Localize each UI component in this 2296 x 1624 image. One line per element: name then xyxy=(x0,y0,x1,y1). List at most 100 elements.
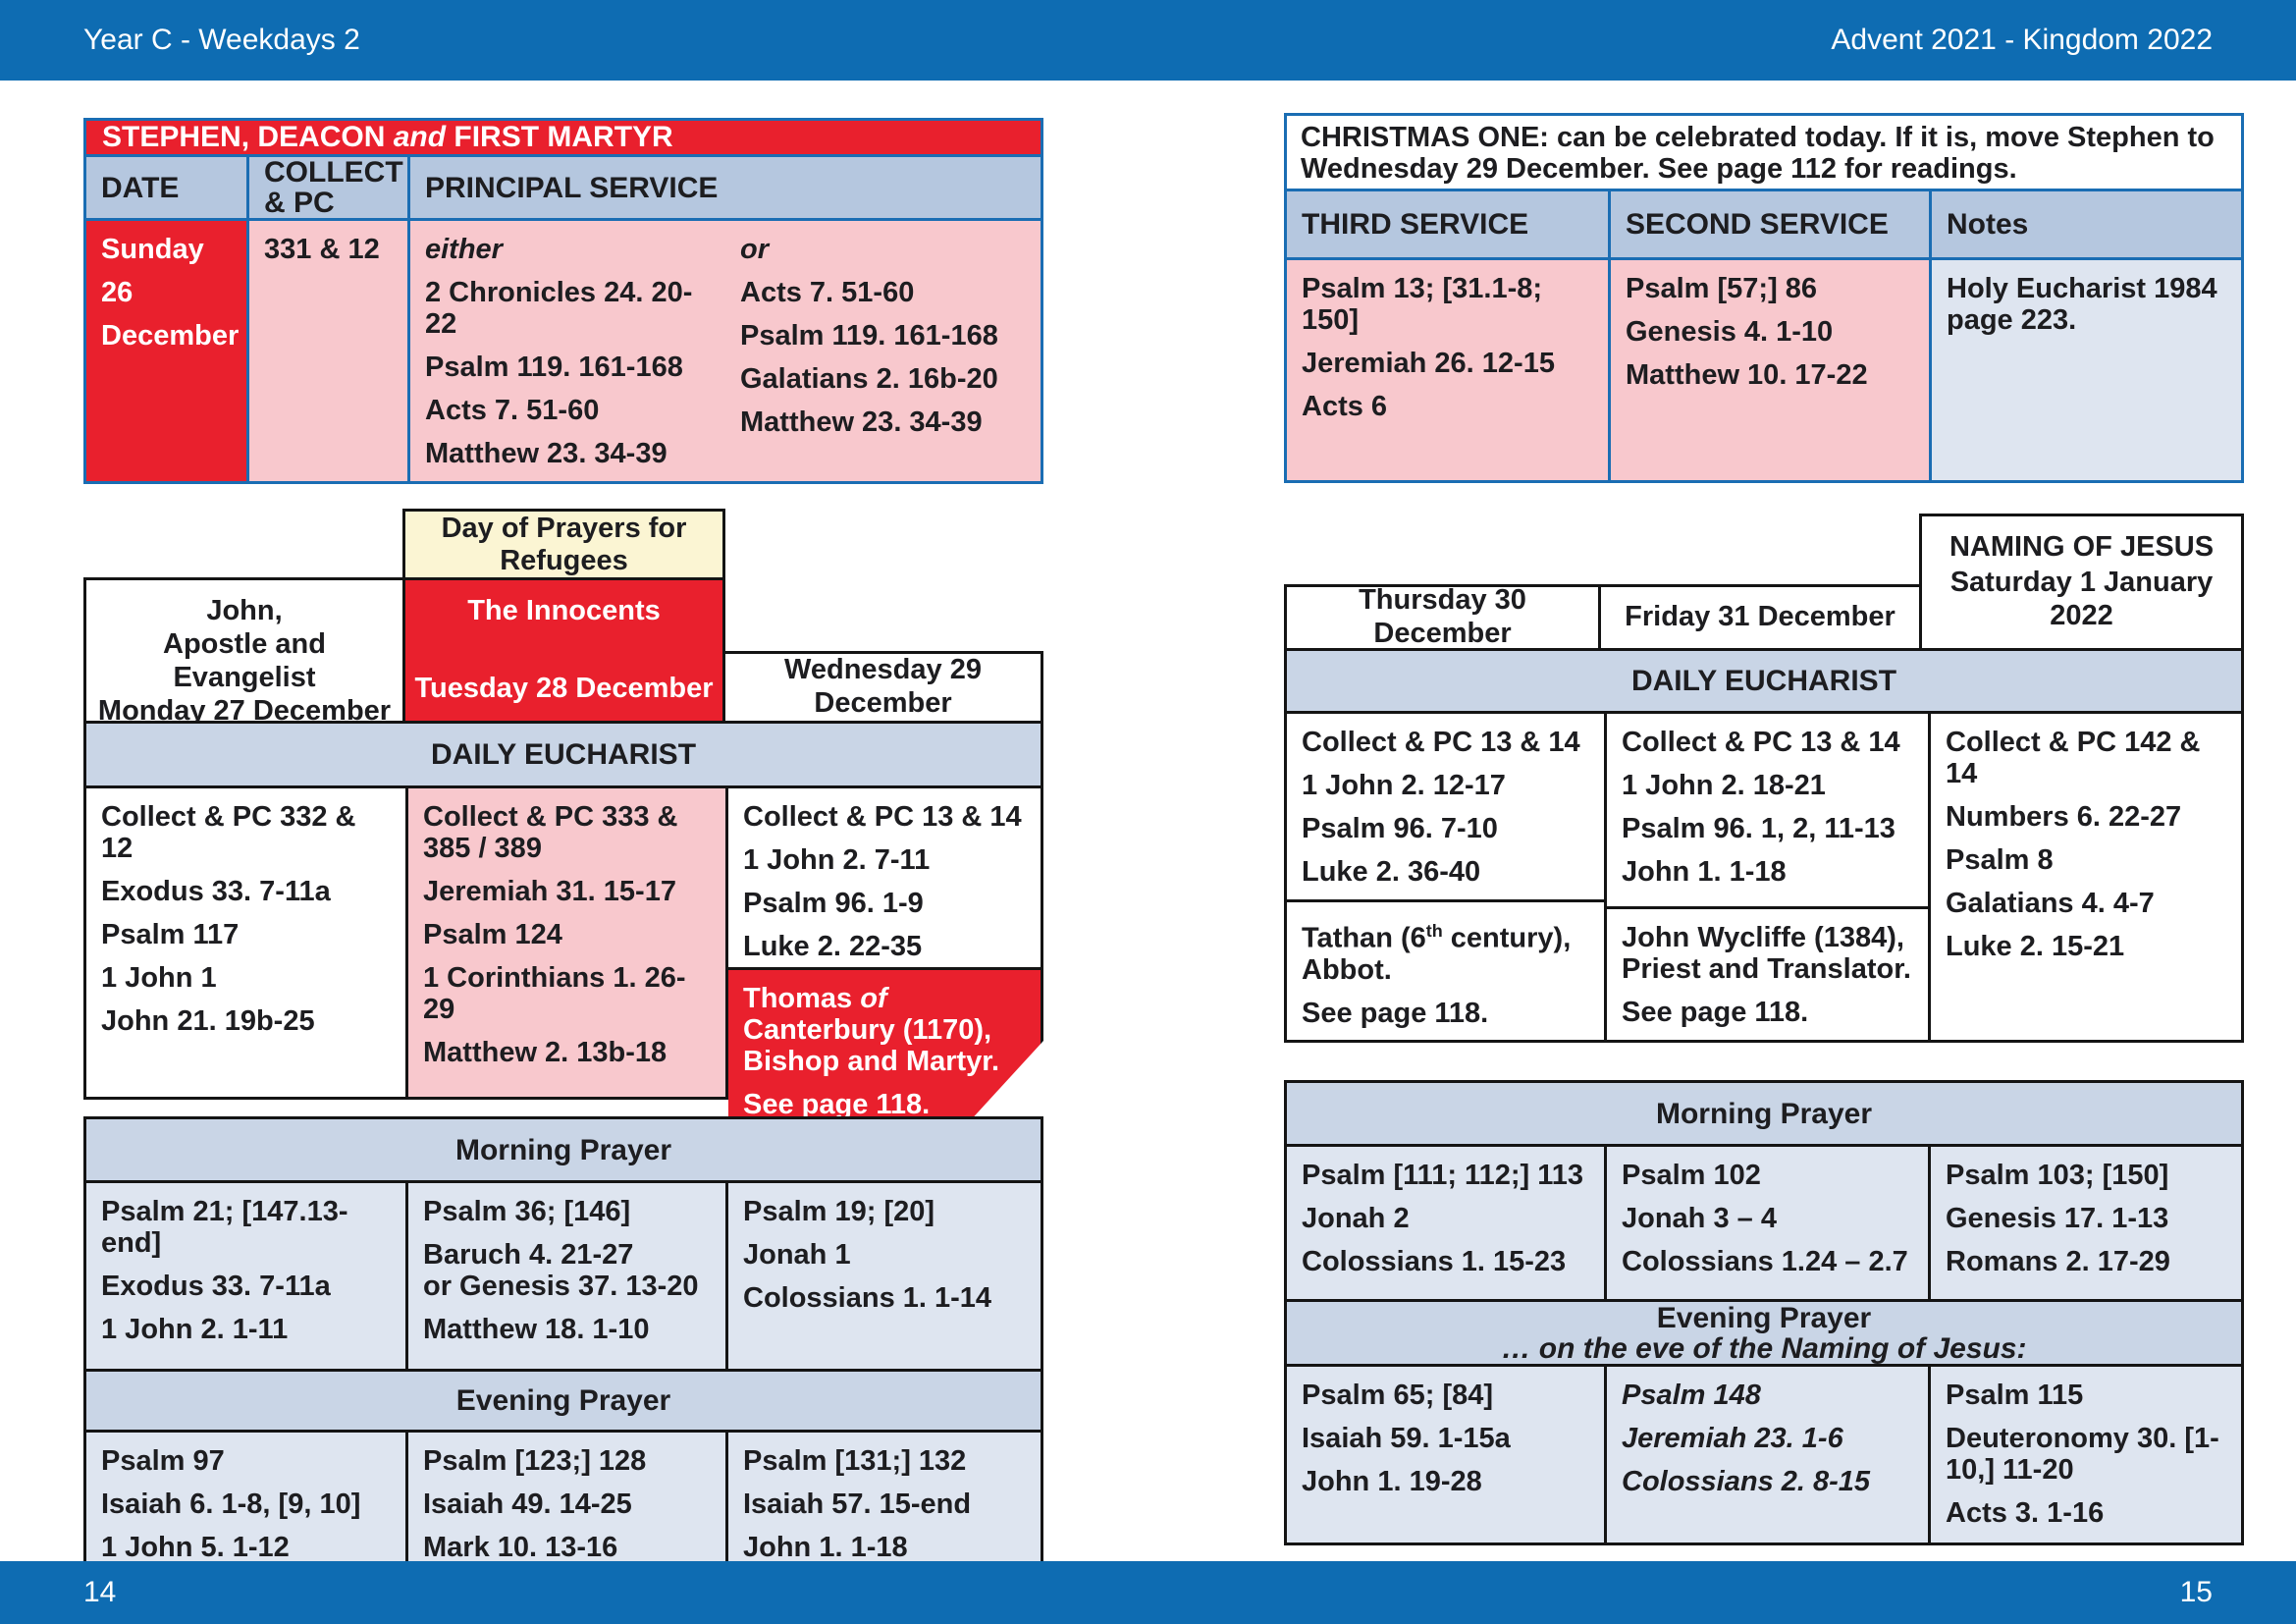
reading-line: Psalm 117 xyxy=(101,919,240,950)
reading-line: Luke 2. 15-21 xyxy=(1946,931,2125,962)
reading-line: Psalm 119. 161-168 xyxy=(740,320,998,352)
friday-eucharist-cell: Collect & PC 13 & 14 1 John 2. 18-21 Psalm… xyxy=(1604,714,1928,1040)
wycliffe-see-page: See page 118. xyxy=(1622,997,1809,1028)
sunday-date-cell: Sunday 26 December xyxy=(86,221,246,481)
morning-saturday-cell: Psalm 103; [150] Genesis 17. 1-13 Romans 2… xyxy=(1928,1147,2241,1299)
notes-text: Holy Eucharist 1984 page 223. xyxy=(1947,273,2217,336)
reading-line: Colossians 1. 15-23 xyxy=(1302,1246,1567,1277)
reading-line: Psalm 13; [31.1-8; 150] xyxy=(1302,273,1543,336)
saturday-date: Saturday 1 January 2022 xyxy=(1949,567,2214,631)
evening-saturday-cell: Psalm 115 Deuteronomy 30. [1-10,] 11-20 Ac… xyxy=(1928,1367,2241,1543)
morning-tuesday-cell: Psalm 36; [146] Baruch 4. 21-27 or Genesi… xyxy=(405,1183,725,1369)
date-column-header: DATE xyxy=(101,171,180,204)
reading-line: 26 xyxy=(101,277,133,308)
stephen-feast-table: STEPHEN, DEACON and FIRST MARTYR DATE CO… xyxy=(83,118,1043,484)
reading-line: Psalm 97 xyxy=(101,1445,225,1477)
reading-line: Collect & PC 13 & 14 xyxy=(1622,727,1900,758)
evening-wednesday-cell: Psalm [131;] 132 Isaiah 57. 15-end John 1.… xyxy=(725,1433,1041,1567)
reading-line: Matthew 23. 34-39 xyxy=(425,438,667,469)
reading-line: Jeremiah 31. 15-17 xyxy=(423,876,676,907)
daily-eucharist-content-left: Collect & PC 332 & 12 Exodus 33. 7-11a Psa… xyxy=(83,785,1043,1135)
reading-line: 1 John 1 xyxy=(101,962,217,994)
tathan-commemoration: Tathan (6th century), Abbot. See page 11… xyxy=(1287,899,1604,1041)
reading-line: Matthew 23. 34-39 xyxy=(740,406,983,438)
reading-line: John 1. 19-28 xyxy=(1302,1466,1482,1497)
reading-line: 1 John 2. 7-11 xyxy=(743,844,931,876)
footer-page-number-left: 14 xyxy=(83,1576,117,1608)
reading-line: Acts 7. 51-60 xyxy=(740,277,915,308)
reading-line: Galatians 2. 16b-20 xyxy=(740,363,998,395)
reading-line: Psalm [131;] 132 xyxy=(743,1445,967,1477)
reading-line: 2 Chronicles 24. 20-22 xyxy=(425,277,693,340)
reading-line: Acts 3. 1-16 xyxy=(1946,1497,2105,1529)
evening-prayer-row-left: Psalm 97 Isaiah 6. 1-8, [9, 10] 1 John 5. … xyxy=(86,1430,1041,1567)
either-list: 2 Chronicles 24. 20-22 Psalm 119. 161-168… xyxy=(425,277,711,469)
daily-eucharist-banner-left: DAILY EUCHARIST xyxy=(83,721,1043,788)
reading-line: Exodus 33. 7-11a xyxy=(101,876,331,907)
services-header-row: THIRD SERVICE SECOND SERVICE Notes xyxy=(1287,189,2241,260)
second-service-cell: Psalm [57;] 86 Genesis 4. 1-10 Matthew 10.… xyxy=(1608,260,1929,480)
evening-friday-cell: Psalm 148 Jeremiah 23. 1-6 Colossians 2. 8… xyxy=(1604,1367,1928,1543)
reading-line: Psalm 65; [84] xyxy=(1302,1380,1494,1411)
saturday-header-box: NAMING OF JESUS Saturday 1 January 2022 xyxy=(1919,514,2244,651)
reading-line: Acts 7. 51-60 xyxy=(425,395,600,426)
reading-line: Isaiah 59. 1-15a xyxy=(1302,1423,1511,1454)
collect-column-header: COLLECT & PC xyxy=(246,157,407,218)
principal-service-column-header: PRINCIPAL SERVICE xyxy=(407,157,1041,218)
evening-prayer-row-right: Psalm 65; [84] Isaiah 59. 1-15a John 1. 19… xyxy=(1287,1364,2241,1543)
reading-line: Sunday xyxy=(101,234,204,265)
thursday-date: Thursday 30 December xyxy=(1359,584,1526,649)
reading-line: Exodus 33. 7-11a xyxy=(101,1271,331,1302)
thursday-header-box: Thursday 30 December xyxy=(1284,584,1601,651)
morning-friday-cell: Psalm 102 Jonah 3 – 4 Colossians 1.24 – 2.… xyxy=(1604,1147,1928,1299)
innocents-feast-name: The Innocents xyxy=(467,595,661,626)
morning-prayer-banner-right: Morning Prayer xyxy=(1287,1083,2241,1144)
third-service-cell: Psalm 13; [31.1-8; 150] Jeremiah 26. 12-1… xyxy=(1287,260,1608,480)
reading-line: Deuteronomy 30. [1-10,] 11-20 xyxy=(1946,1423,2219,1486)
wycliffe-name-line: John Wycliffe (1384), Priest and Transla… xyxy=(1622,922,1911,985)
reading-line: Jonah 2 xyxy=(1302,1203,1410,1234)
wycliffe-commemoration: John Wycliffe (1384), Priest and Transla… xyxy=(1607,906,1928,1040)
thomas-see-page: See page 118. xyxy=(743,1089,931,1120)
morning-prayer-row-left: Psalm 21; [147.13-end] Exodus 33. 7-11a 1 … xyxy=(86,1180,1041,1369)
morning-monday-cell: Psalm 21; [147.13-end] Exodus 33. 7-11a 1 … xyxy=(86,1183,405,1369)
reading-line: John 1. 1-18 xyxy=(1622,856,1787,888)
prayers-table-left: Morning Prayer Psalm 21; [147.13-end] Exo… xyxy=(83,1116,1043,1570)
reading-line: Colossians 1.24 – 2.7 xyxy=(1622,1246,1908,1277)
reading-line: Acts 6 xyxy=(1302,391,1388,422)
notes-header: Notes xyxy=(1929,191,2241,257)
reading-line: Psalm [57;] 86 xyxy=(1626,273,1818,304)
reading-line: Collect & PC 333 & 385 / 389 xyxy=(423,801,678,864)
thomas-name-line: Thomas of Canterbury (1170), Bishop and … xyxy=(743,983,1000,1077)
reading-line: Psalm 96. 7-10 xyxy=(1302,813,1498,844)
reading-line: Matthew 2. 13b-18 xyxy=(423,1037,667,1068)
second-service-header: SECOND SERVICE xyxy=(1608,191,1929,257)
reading-line: Collect & PC 13 & 14 xyxy=(1302,727,1580,758)
or-list: Acts 7. 51-60 Psalm 119. 161-168 Galatians… xyxy=(740,277,1026,438)
evening-monday-cell: Psalm 97 Isaiah 6. 1-8, [9, 10] 1 John 5. … xyxy=(86,1433,405,1567)
day-of-prayers-refugees-note: Day of Prayers for Refugees xyxy=(402,509,725,580)
reading-line: Collect & PC 142 & 14 xyxy=(1946,727,2201,789)
page-header-bar: Year C - Weekdays 2 Advent 2021 - Kingdo… xyxy=(0,0,2296,81)
reading-line: John 21. 19b-25 xyxy=(101,1005,315,1037)
christmas-one-note: CHRISTMAS ONE: can be celebrated today. … xyxy=(1287,116,2241,189)
thursday-eucharist-cell: Collect & PC 13 & 14 1 John 2. 12-17 Psalm… xyxy=(1287,714,1604,1040)
reading-line: Psalm 124 xyxy=(423,919,562,950)
friday-date: Friday 31 December xyxy=(1625,601,1896,632)
reading-line: Genesis 4. 1-10 xyxy=(1626,316,1834,348)
principal-service-cell: either 2 Chronicles 24. 20-22 Psalm 119. … xyxy=(407,221,1041,481)
reading-line: Romans 2. 17-29 xyxy=(1946,1246,2170,1277)
feast-body-row: Sunday 26 December 331 & 12 either 2 Chron… xyxy=(86,221,1041,481)
evening-prayer-banner-right: Evening Prayer … on the eve of the Namin… xyxy=(1287,1299,2241,1364)
feast-title-and: and xyxy=(393,121,447,153)
reading-line: Mark 10. 13-16 xyxy=(423,1532,618,1563)
reading-line: Psalm 19; [20] xyxy=(743,1196,935,1227)
reading-line: Psalm 21; [147.13-end] xyxy=(101,1196,348,1259)
page-footer-bar: 14 15 xyxy=(0,1561,2296,1624)
evening-prayer-sublabel: … on the eve of the Naming of Jesus: xyxy=(1501,1331,2027,1365)
thomas-of-canterbury-note: Thomas of Canterbury (1170), Bishop and … xyxy=(728,967,1043,1135)
reading-line: Jonah 1 xyxy=(743,1239,851,1271)
tathan-see-page: See page 118. xyxy=(1302,997,1489,1029)
friday-header-box: Friday 31 December xyxy=(1598,584,1922,651)
reading-line: Matthew 18. 1-10 xyxy=(423,1314,650,1345)
